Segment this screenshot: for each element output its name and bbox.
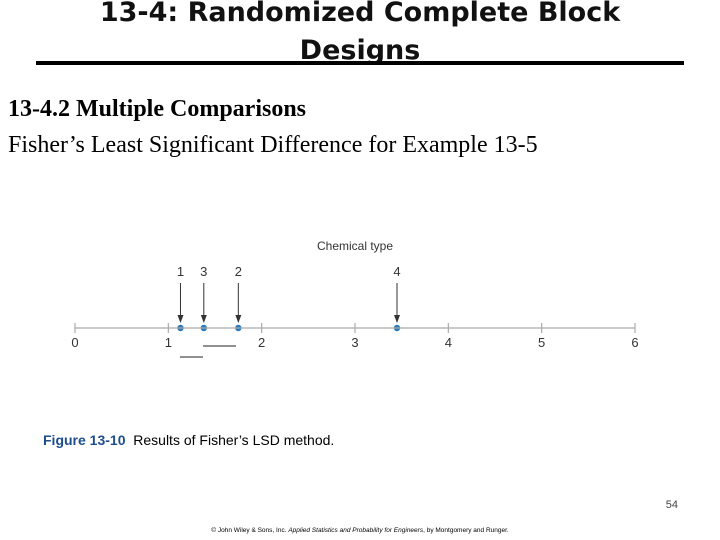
axis-tick-label: 1 <box>165 335 172 350</box>
page-number: 54 <box>665 499 678 511</box>
figure-axis-title: Chemical type <box>317 239 393 253</box>
slide-title-line-2: Designs <box>299 35 421 66</box>
point-arrowhead <box>394 315 400 323</box>
point-arrowhead <box>200 315 207 323</box>
copyright-footer: © John Wiley & Sons, Inc. Applied Statis… <box>0 527 720 534</box>
axis-tick-label: 0 <box>71 335 78 350</box>
slide-title-line-1: 13-4: Randomized Complete Block <box>99 0 621 28</box>
figure-caption: Figure 13-10 Results of Fisher’s LSD met… <box>43 432 334 448</box>
figure-number: Figure 13-10 <box>43 432 126 448</box>
axis-tick-label: 4 <box>445 335 452 350</box>
point-label: 3 <box>200 264 207 279</box>
axis-ticks: 0 1 2 3 4 5 6 <box>71 323 639 350</box>
footer-suffix: , by Montgomery and Runger. <box>423 527 509 534</box>
footer-book-title: Applied Statistics and Probability for E… <box>288 527 424 534</box>
point-label: 4 <box>393 264 400 279</box>
point-arrowhead <box>177 315 184 323</box>
underline-marks <box>180 345 236 358</box>
title-divider <box>36 61 684 65</box>
section-subtitle: 13-4.2 Multiple Comparisons <box>8 96 307 122</box>
section-description: Fisher’s Least Significant Difference fo… <box>8 132 538 158</box>
point-label: 1 <box>177 264 184 279</box>
point-label: 2 <box>235 264 242 279</box>
axis-tick-label: 3 <box>351 335 358 350</box>
footer-prefix: © John Wiley & Sons, Inc. <box>211 527 289 534</box>
axis-tick-label: 2 <box>258 335 265 350</box>
point-layer: 1 3 2 4 <box>177 264 401 332</box>
point-arrowhead <box>235 315 242 323</box>
lsd-figure: Chemical type 1 3 2 4 0 1 2 3 4 5 6 <box>71 239 639 358</box>
figure-caption-text: Results of Fisher’s LSD method. <box>133 432 335 448</box>
slide-title: 13-4: Randomized Complete Block Designs <box>60 0 660 70</box>
axis-tick-label: 6 <box>631 335 638 350</box>
axis-tick-label: 5 <box>538 335 545 350</box>
